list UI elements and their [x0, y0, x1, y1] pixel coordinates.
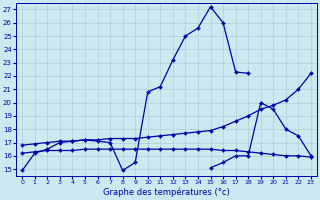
X-axis label: Graphe des températures (°c): Graphe des températures (°c): [103, 188, 230, 197]
